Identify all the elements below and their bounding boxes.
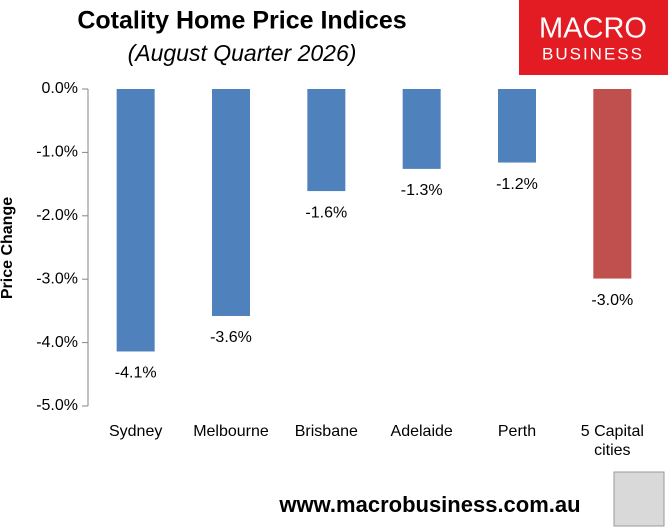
- logo-image: [613, 471, 665, 527]
- x-tick-label: 5 Capital cities: [580, 423, 644, 459]
- chart-title: Cotality Home Price Indices: [77, 7, 406, 35]
- logo-text: BUSINESS: [542, 44, 644, 63]
- data-label: -3.0%: [591, 292, 633, 309]
- y-tick-label: -5.0%: [36, 397, 78, 414]
- bar: [402, 89, 441, 169]
- x-tick-label: Melbourne: [193, 423, 269, 440]
- data-label: -1.2%: [496, 176, 538, 193]
- y-tick-label: -3.0%: [36, 270, 78, 287]
- x-tick-label: Adelaide: [390, 423, 453, 440]
- x-tick-label: Brisbane: [294, 423, 358, 440]
- logo-box: [519, 0, 668, 75]
- y-axis-label: Price Change: [0, 197, 16, 299]
- bar: [212, 89, 250, 316]
- y-tick-label: -2.0%: [36, 207, 78, 224]
- bar: [498, 89, 536, 163]
- data-label: -1.6%: [305, 204, 347, 221]
- y-tick-label: -1.0%: [36, 144, 78, 161]
- bar: [307, 89, 346, 192]
- data-label: -4.1%: [115, 365, 157, 382]
- x-tick-label: Sydney: [108, 423, 163, 440]
- bar: [593, 89, 632, 279]
- y-tick-label: 0.0%: [42, 80, 78, 97]
- footer: www.macrobusiness.com.au: [278, 492, 580, 517]
- bar: [116, 89, 155, 352]
- logo-text: MACRO: [539, 13, 647, 45]
- y-tick-label: -4.0%: [36, 334, 78, 351]
- x-tick-label: Perth: [497, 423, 537, 440]
- chart-subtitle: (August Quarter 2026): [128, 40, 357, 66]
- data-label: -3.6%: [210, 329, 252, 346]
- data-label: -1.3%: [401, 182, 443, 199]
